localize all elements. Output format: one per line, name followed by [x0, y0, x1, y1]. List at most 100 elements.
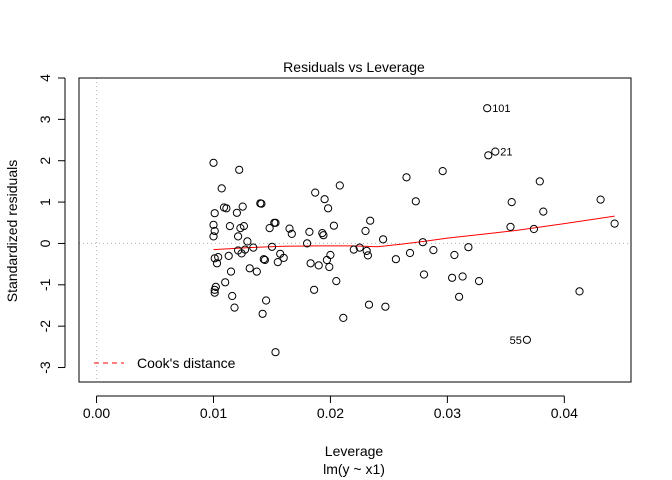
x-tick-label: 0.01	[200, 405, 227, 421]
data-point	[252, 267, 261, 276]
smooth-line-layer	[213, 215, 615, 251]
data-point	[245, 264, 254, 273]
data-point	[455, 292, 464, 301]
x-tick-label: 0.02	[317, 405, 344, 421]
y-tick-label: -1	[37, 278, 53, 291]
data-point	[402, 173, 411, 182]
data-point	[539, 207, 548, 216]
y-axis: -3 -2 -1 0 1 2 3 4	[37, 74, 66, 374]
data-point	[267, 242, 277, 251]
data-point	[364, 300, 374, 309]
data-point	[610, 219, 619, 228]
y-tick-label: -3	[37, 361, 53, 374]
data-point	[529, 224, 539, 234]
data-point	[575, 287, 584, 296]
data-point	[464, 243, 473, 252]
data-point	[391, 255, 400, 264]
data-point	[483, 104, 492, 113]
data-point	[448, 273, 457, 282]
data-point	[366, 216, 375, 225]
data-point	[335, 181, 344, 190]
reference-lines	[79, 78, 631, 382]
data-point	[271, 348, 280, 357]
data-point	[279, 253, 288, 262]
data-points	[209, 104, 619, 357]
data-point	[222, 204, 231, 213]
data-point	[228, 291, 237, 301]
legend-label: Cook's distance	[137, 355, 236, 371]
data-point	[243, 237, 252, 246]
y-axis-label: Standardized residuals	[4, 160, 20, 302]
data-point	[226, 267, 236, 276]
y-tick-label: 3	[37, 115, 53, 123]
data-point	[419, 270, 429, 279]
data-point	[363, 251, 372, 260]
data-point	[450, 250, 459, 260]
chart-title: Residuals vs Leverage	[283, 59, 425, 75]
x-axis: 0.00 0.01 0.02 0.03 0.04	[83, 395, 578, 421]
data-point	[265, 224, 274, 233]
x-axis-label: Leverage	[325, 443, 384, 459]
data-point	[339, 313, 348, 322]
data-point	[212, 259, 222, 268]
data-point	[324, 204, 333, 213]
data-point	[484, 151, 493, 160]
data-point	[258, 309, 267, 318]
data-point	[332, 277, 341, 286]
point-label: 55	[510, 335, 522, 347]
data-point	[210, 288, 219, 297]
data-point	[262, 296, 271, 305]
data-point	[221, 278, 230, 287]
data-point	[507, 198, 516, 207]
y-tick-label: 2	[37, 157, 53, 165]
y-tick-label: 1	[37, 198, 53, 206]
data-point	[361, 226, 370, 236]
x-tick-label: 0.03	[434, 405, 461, 421]
data-point	[320, 195, 329, 204]
x-tick-label: 0.04	[551, 405, 578, 421]
data-point	[209, 220, 218, 229]
data-point	[235, 165, 244, 174]
data-point	[329, 221, 338, 230]
data-point	[326, 250, 335, 260]
data-point	[257, 199, 266, 208]
data-point	[239, 222, 248, 231]
data-point	[310, 285, 319, 294]
data-point	[241, 245, 250, 254]
data-point	[224, 251, 233, 260]
data-point	[210, 226, 219, 236]
plot-frame	[78, 77, 632, 383]
data-point	[318, 229, 327, 238]
model-formula-subtitle: lm(y ~ x1)	[323, 461, 385, 477]
data-point	[381, 302, 390, 311]
data-point	[210, 285, 219, 294]
data-point	[506, 222, 515, 231]
data-point	[405, 248, 415, 258]
data-point	[260, 255, 269, 265]
data-point	[596, 195, 605, 204]
data-point	[355, 243, 364, 252]
data-point	[305, 227, 314, 236]
data-point	[238, 202, 247, 211]
data-point	[314, 261, 323, 270]
data-point	[232, 208, 241, 217]
smooth-fit-line	[213, 215, 615, 251]
data-point	[209, 158, 218, 167]
legend: Cook's distance	[94, 355, 236, 371]
data-point	[210, 254, 219, 263]
data-point	[319, 231, 328, 240]
data-point	[214, 253, 223, 262]
data-point	[303, 239, 312, 248]
data-point	[418, 238, 427, 247]
data-point	[249, 243, 258, 252]
data-point	[234, 232, 243, 241]
data-point	[273, 258, 282, 267]
y-tick-label: -2	[37, 320, 53, 333]
data-point	[285, 224, 294, 233]
point-label: 101	[492, 103, 510, 115]
data-point	[379, 235, 388, 244]
data-point	[491, 147, 500, 156]
data-point	[349, 245, 358, 254]
